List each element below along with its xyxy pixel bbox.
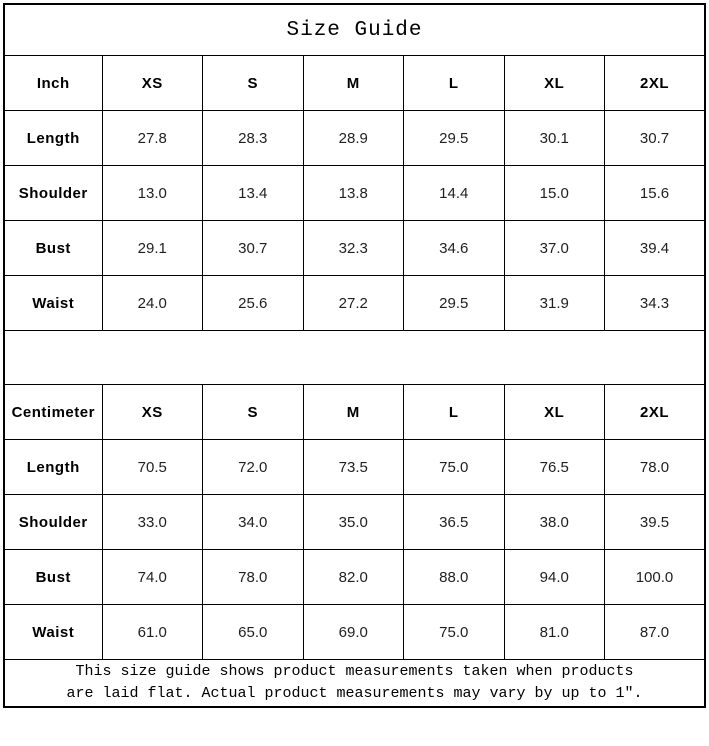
measurement-value: 13.8 — [302, 165, 404, 221]
table-row: Waist 61.0 65.0 69.0 75.0 81.0 87.0 — [3, 604, 706, 660]
measurement-value: 38.0 — [503, 494, 605, 550]
measurement-value: 27.8 — [101, 110, 203, 166]
measurement-value: 39.5 — [604, 494, 706, 550]
measurement-value: 94.0 — [503, 549, 605, 605]
size-column-header-2xl: 2XL — [604, 55, 706, 111]
table-row: Length 70.5 72.0 73.5 75.0 76.5 78.0 — [3, 439, 706, 495]
measurement-value: 72.0 — [202, 439, 304, 495]
table-row: Bust 74.0 78.0 82.0 88.0 94.0 100.0 — [3, 549, 706, 605]
footer-note-line-2: are laid flat. Actual product measuremen… — [66, 685, 643, 702]
measurement-value: 81.0 — [503, 604, 605, 660]
size-column-header-s: S — [202, 384, 304, 440]
row-label-waist: Waist — [3, 275, 103, 331]
measurement-value: 31.9 — [503, 275, 605, 331]
row-label-waist: Waist — [3, 604, 103, 660]
measurement-value: 65.0 — [202, 604, 304, 660]
row-label-bust: Bust — [3, 220, 103, 276]
measurement-value: 28.9 — [302, 110, 404, 166]
measurement-value: 13.4 — [202, 165, 304, 221]
measurement-value: 75.0 — [403, 439, 505, 495]
footer-note: This size guide shows product measuremen… — [3, 659, 706, 708]
row-label-length: Length — [3, 439, 103, 495]
centimeter-header-row: Centimeter XS S M L XL 2XL — [3, 384, 706, 440]
size-column-header-l: L — [403, 55, 505, 111]
measurement-value: 82.0 — [302, 549, 404, 605]
spacer-row — [3, 330, 706, 385]
measurement-value: 87.0 — [604, 604, 706, 660]
measurement-value: 37.0 — [503, 220, 605, 276]
measurement-value: 35.0 — [302, 494, 404, 550]
table-row: Shoulder 13.0 13.4 13.8 14.4 15.0 15.6 — [3, 165, 706, 221]
measurement-value: 34.0 — [202, 494, 304, 550]
measurement-value: 76.5 — [503, 439, 605, 495]
measurement-value: 34.6 — [403, 220, 505, 276]
size-column-header-xs: XS — [101, 55, 203, 111]
unit-header-centimeter: Centimeter — [3, 384, 103, 440]
table-row: Waist 24.0 25.6 27.2 29.5 31.9 34.3 — [3, 275, 706, 331]
measurement-value: 74.0 — [101, 549, 203, 605]
page-title: Size Guide — [3, 3, 706, 56]
row-label-shoulder: Shoulder — [3, 165, 103, 221]
size-column-header-s: S — [202, 55, 304, 111]
measurement-value: 100.0 — [604, 549, 706, 605]
measurement-value: 34.3 — [604, 275, 706, 331]
size-guide-sheet: Size Guide Inch XS S M L XL 2XL Length 2… — [3, 3, 706, 708]
size-column-header-m: M — [302, 384, 404, 440]
measurement-value: 13.0 — [101, 165, 203, 221]
unit-header-inch: Inch — [3, 55, 103, 111]
table-spacer — [3, 330, 706, 385]
size-column-header-m: M — [302, 55, 404, 111]
measurement-value: 29.5 — [403, 275, 505, 331]
measurement-value: 70.5 — [101, 439, 203, 495]
table-row: Length 27.8 28.3 28.9 29.5 30.1 30.7 — [3, 110, 706, 166]
measurement-value: 39.4 — [604, 220, 706, 276]
measurement-value: 30.7 — [604, 110, 706, 166]
footer-row: This size guide shows product measuremen… — [3, 659, 706, 708]
size-column-header-2xl: 2XL — [604, 384, 706, 440]
table-row: Shoulder 33.0 34.0 35.0 36.5 38.0 39.5 — [3, 494, 706, 550]
measurement-value: 29.5 — [403, 110, 505, 166]
measurement-value: 78.0 — [604, 439, 706, 495]
size-column-header-xl: XL — [503, 384, 605, 440]
size-column-header-l: L — [403, 384, 505, 440]
measurement-value: 78.0 — [202, 549, 304, 605]
measurement-value: 75.0 — [403, 604, 505, 660]
row-label-shoulder: Shoulder — [3, 494, 103, 550]
measurement-value: 36.5 — [403, 494, 505, 550]
measurement-value: 29.1 — [101, 220, 203, 276]
row-label-length: Length — [3, 110, 103, 166]
size-column-header-xl: XL — [503, 55, 605, 111]
measurement-value: 69.0 — [302, 604, 404, 660]
title-row: Size Guide — [3, 3, 706, 56]
measurement-value: 32.3 — [302, 220, 404, 276]
measurement-value: 30.1 — [503, 110, 605, 166]
measurement-value: 88.0 — [403, 549, 505, 605]
inch-header-row: Inch XS S M L XL 2XL — [3, 55, 706, 111]
row-label-bust: Bust — [3, 549, 103, 605]
measurement-value: 28.3 — [202, 110, 304, 166]
size-column-header-xs: XS — [101, 384, 203, 440]
measurement-value: 24.0 — [101, 275, 203, 331]
table-row: Bust 29.1 30.7 32.3 34.6 37.0 39.4 — [3, 220, 706, 276]
size-guide-table: Size Guide Inch XS S M L XL 2XL Length 2… — [3, 3, 706, 708]
measurement-value: 25.6 — [202, 275, 304, 331]
measurement-value: 14.4 — [403, 165, 505, 221]
measurement-value: 33.0 — [101, 494, 203, 550]
measurement-value: 73.5 — [302, 439, 404, 495]
measurement-value: 30.7 — [202, 220, 304, 276]
footer-note-line-1: This size guide shows product measuremen… — [75, 663, 634, 681]
measurement-value: 15.6 — [604, 165, 706, 221]
measurement-value: 15.0 — [503, 165, 605, 221]
measurement-value: 27.2 — [302, 275, 404, 331]
measurement-value: 61.0 — [101, 604, 203, 660]
